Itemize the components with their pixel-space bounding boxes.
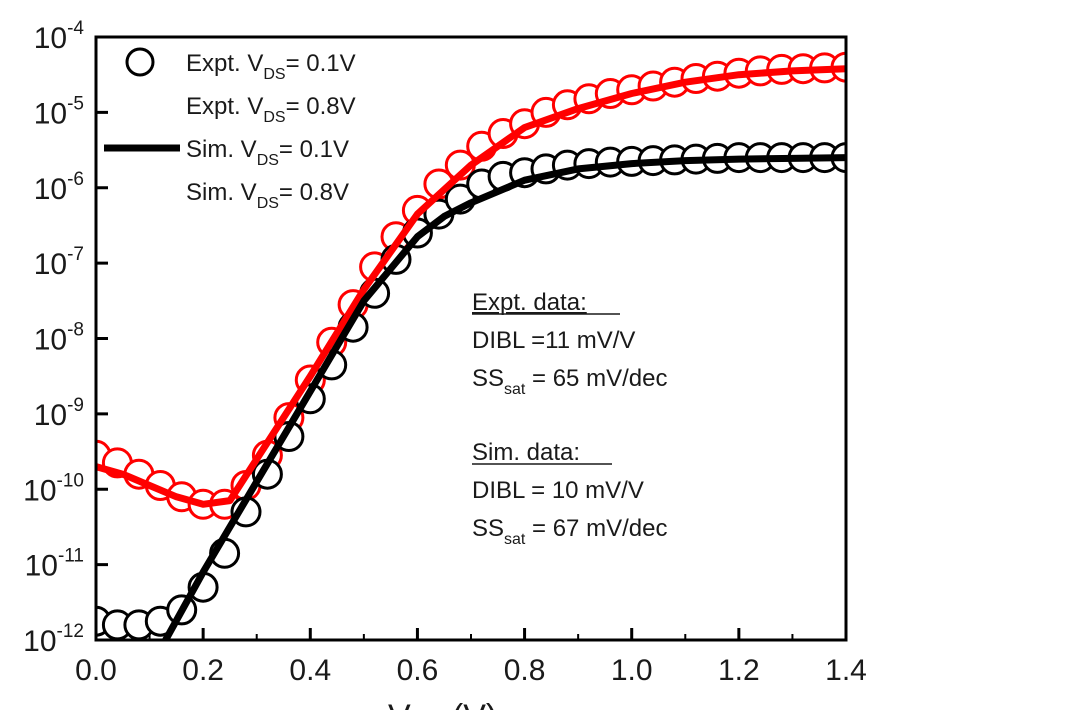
expt-ss-text: SSsat = 65 mV/dec: [472, 365, 667, 398]
series-3-line: [96, 65, 846, 508]
expt-dibl-text: DIBL =11 mV/V: [472, 327, 635, 354]
legend-label: Expt. VDS= 0.1V: [186, 50, 356, 83]
x-tick-label: 0.8: [504, 654, 546, 687]
sim-ss-value: = 67 mV/dec: [525, 515, 667, 542]
y-tick-label: 10-12: [23, 621, 84, 658]
legend-item-2: Sim. VDS= 0.1V: [104, 136, 349, 169]
y-tick-label: 10-5: [34, 93, 84, 130]
sim-ss-label: SS: [472, 515, 504, 542]
sim-ss-sub: sat: [504, 531, 526, 548]
x-axis-label: VGS (V): [388, 698, 497, 710]
y-tick-label: 10-8: [34, 320, 84, 357]
x-tick-label: 0.4: [289, 654, 331, 687]
expt-ss-value: = 65 mV/dec: [525, 365, 667, 392]
expt-ss-label: SS: [472, 365, 504, 392]
legend-label: Sim. VDS= 0.1V: [186, 136, 349, 169]
x-tick-label: 0.2: [182, 654, 224, 687]
legend-item-0: Expt. VDS= 0.1V: [125, 47, 356, 83]
legend-label: Expt. VDS= 0.8V: [186, 93, 356, 126]
x-tick-label: 0.6: [397, 654, 439, 687]
y-tick-label: 10-7: [34, 244, 84, 281]
plot-frame: [94, 35, 848, 642]
legend-item-3: Sim. VDS= 0.8V: [186, 179, 349, 212]
y-tick-label: 10-9: [34, 395, 84, 432]
sim-data-header: Sim. data:: [472, 439, 580, 466]
y-tick-label: 10-10: [23, 470, 84, 507]
legend-item-1: Expt. VDS= 0.8V: [186, 93, 356, 126]
series-2-line: [162, 154, 846, 640]
expt-data-header: Expt. data:: [472, 289, 587, 316]
sim-ss-text: SSsat = 67 mV/dec: [472, 515, 667, 548]
legend-marker-circle: [125, 47, 155, 77]
legend-label: Sim. VDS= 0.8V: [186, 179, 349, 212]
x-tick-label: 1.0: [611, 654, 653, 687]
expt-ss-sub: sat: [504, 381, 526, 398]
y-tick-label: 10-6: [34, 169, 84, 206]
annotations: Expt. data: DIBL =11 mV/V SSsat = 65 mV/…: [472, 289, 667, 548]
y-tick-label: 10-11: [25, 546, 84, 583]
x-tick-label: 1.4: [825, 654, 867, 687]
sim-dibl-text: DIBL = 10 mV/V: [472, 477, 644, 504]
x-tick-label: 0.0: [75, 654, 117, 687]
x-tick-label: 1.2: [718, 654, 760, 687]
y-tick-label: 10-4: [34, 18, 85, 55]
